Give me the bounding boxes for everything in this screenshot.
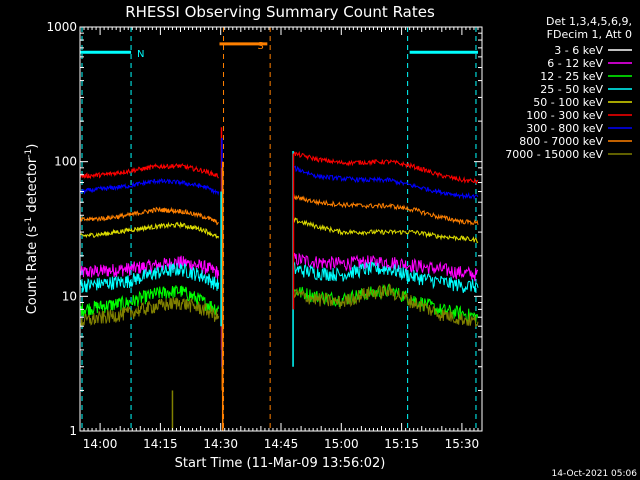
flag-label: N <box>137 49 144 60</box>
y-tick-label: 10 <box>62 289 77 303</box>
series-line <box>79 206 219 226</box>
timestamp: 14-Oct-2021 05:06 <box>552 469 638 479</box>
x-tick-label: 14:15 <box>143 437 178 451</box>
legend-header-line: Det 1,3,4,5,6,9, <box>546 15 632 28</box>
x-tick-label: 15:30 <box>445 437 480 451</box>
legend-entry-label: 6 - 12 keV <box>547 57 603 70</box>
series-line <box>79 296 220 327</box>
series-line <box>292 165 479 201</box>
series-line <box>79 255 220 280</box>
series-line <box>79 221 220 239</box>
series-line <box>292 193 479 226</box>
y-tick-label: 1 <box>69 424 77 438</box>
x-tick-label: 14:00 <box>83 437 118 451</box>
chart-title: RHESSI Observing Summary Count Rates <box>125 3 435 21</box>
legend-entry-label: 25 - 50 keV <box>540 83 603 96</box>
legend-header-line: FDecim 1, Att 0 <box>547 28 632 41</box>
series-line <box>79 162 219 180</box>
x-tick-label: 14:45 <box>264 437 299 451</box>
legend-entry-label: 300 - 800 keV <box>526 122 603 135</box>
series-line <box>292 283 479 328</box>
plot-area: NS <box>79 27 479 431</box>
legend-entry-label: 3 - 6 keV <box>554 44 603 57</box>
x-tick-label: 15:00 <box>324 437 359 451</box>
series-line <box>292 252 479 282</box>
series-line <box>79 262 220 293</box>
series-line <box>292 151 479 185</box>
y-axis-label: Count Rate (s-1 detector-1) <box>24 144 40 315</box>
y-tick-label: 100 <box>54 155 77 169</box>
y-axis: 1 10 100 1000 <box>46 20 482 438</box>
x-axis-label: Start Time (11-Mar-09 13:56:02) <box>175 456 386 471</box>
legend-entry-label: 50 - 100 keV <box>533 96 603 109</box>
y-tick-label: 1000 <box>46 20 77 34</box>
legend-entry-label: 800 - 7000 keV <box>519 135 603 148</box>
x-tick-label: 14:30 <box>203 437 238 451</box>
flag-label: S <box>257 41 263 52</box>
legend-entry-label: 12 - 25 keV <box>540 70 603 83</box>
legend-entry-label: 7000 - 15000 keV <box>505 148 603 161</box>
legend-entry-label: 100 - 300 keV <box>526 109 603 122</box>
series-line <box>292 261 479 293</box>
x-tick-label: 15:15 <box>384 437 419 451</box>
legend: Det 1,3,4,5,6,9,FDecim 1, Att 0 3 - 6 keV… <box>505 15 632 161</box>
series-line <box>292 216 479 244</box>
series-line <box>79 178 220 196</box>
x-axis: 14:00 14:15 14:30 14:45 15:00 15:15 15:30 <box>83 27 479 451</box>
series-line <box>79 285 220 317</box>
